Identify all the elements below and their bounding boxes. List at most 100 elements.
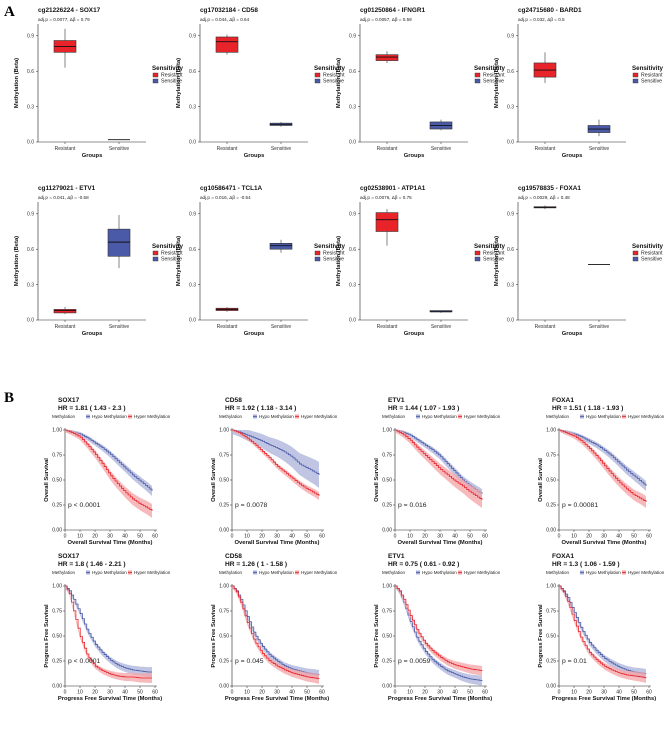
- y-tick-label: 0.0: [27, 140, 34, 146]
- boxplot-title: cg21226224 - SOX17: [38, 7, 101, 14]
- y-tick-label: 0.3: [189, 282, 196, 288]
- km-x-tick-label: 30: [437, 534, 443, 540]
- legend-title: Sensitivity: [314, 65, 346, 72]
- km-y-tick-label: 0.50: [52, 634, 62, 640]
- km-x-tick-label: 30: [437, 690, 443, 696]
- km-y-tick-label: 0.00: [219, 684, 229, 690]
- km-curve-hyper: [65, 585, 152, 679]
- boxplot-5: cg11279021 - ETV1 adj.p = 0.041, Δβ = -0.…: [14, 185, 184, 337]
- x-tick-label: Sensitive: [589, 146, 610, 152]
- x-tick-label: Sensitive: [271, 146, 292, 152]
- km-curve-hypo: [65, 585, 152, 673]
- km-curve-hyper: [559, 429, 647, 502]
- boxplot-stat: adj.p = 0.0077, Δβ = 0.79: [38, 17, 90, 22]
- km-y-axis-label: Progress Free Survival: [44, 604, 50, 668]
- km-ci-band-hyper: [395, 586, 482, 676]
- km-x-axis-label: Progress Free Survival Time (Months): [388, 696, 492, 702]
- y-axis-label: Methylation (Beta): [494, 58, 500, 108]
- y-tick-label: 0.3: [349, 104, 356, 110]
- km-x-tick-label: 50: [467, 534, 473, 540]
- km-y-tick-label: 0.75: [546, 453, 556, 459]
- y-tick-label: 0.3: [189, 104, 196, 110]
- y-tick-label: 0.9: [349, 212, 356, 218]
- km-p-value: p = 0.045: [235, 658, 264, 665]
- boxplot-4: cg24715680 - BARD1 adj.p = 0.032, Δβ = 0.…: [494, 7, 664, 159]
- legend-swatch: [314, 78, 321, 84]
- y-axis-label: Methylation (Beta): [494, 236, 500, 286]
- legend-label: Resistant: [161, 251, 183, 257]
- box-resistant: [375, 54, 399, 61]
- boxplot-8: cg19578835 - FOXA1 adj.p = 0.0029, Δβ = 0…: [494, 185, 664, 337]
- x-tick-label: Resistant: [535, 324, 556, 330]
- km-x-tick-label: 30: [274, 534, 280, 540]
- km-gene-title: FOXA1: [552, 397, 574, 404]
- y-tick-label: 0.6: [27, 69, 34, 75]
- x-axis-label: Groups: [82, 153, 103, 159]
- km-gene-title: FOXA1: [552, 553, 574, 560]
- km-x-axis-label: Progress Free Survival Time (Months): [225, 696, 329, 702]
- km-x-tick-label: 0: [558, 534, 561, 540]
- legend-swatch: [632, 256, 639, 262]
- km-x-tick-label: 60: [319, 534, 325, 540]
- km-x-tick-label: 0: [558, 690, 561, 696]
- km-x-tick-label: 20: [92, 534, 98, 540]
- km-y-tick-label: 0.75: [219, 609, 229, 615]
- km-x-tick-label: 60: [646, 534, 652, 540]
- legend-title: Sensitivity: [152, 65, 184, 72]
- km-ci-band-hypo: [395, 586, 482, 686]
- km-y-tick-label: 1.00: [219, 584, 229, 590]
- km-curve-hypo: [65, 429, 153, 491]
- km-legend-title: Methylation: [219, 570, 243, 575]
- km-legend-title: Methylation: [219, 414, 243, 419]
- legend-swatch: [474, 250, 481, 256]
- km-p-value: p < 0.0001: [68, 502, 101, 509]
- boxplot-title: cg11279021 - ETV1: [38, 185, 96, 192]
- legend-title: Sensitivity: [152, 243, 184, 250]
- km-x-tick-label: 10: [407, 534, 413, 540]
- legend-label: Sensitive: [641, 257, 662, 263]
- y-tick-label: 0.0: [189, 318, 196, 324]
- x-axis-label: Groups: [562, 331, 583, 337]
- box-resistant: [375, 212, 399, 232]
- km-y-tick-label: 0.00: [219, 528, 229, 534]
- boxplot-stat: adj.p = 0.044, Δβ = 0.64: [200, 17, 250, 22]
- boxplot-title: cg17032184 - CD58: [200, 7, 258, 14]
- km-curve-hypo: [559, 585, 647, 674]
- km-y-tick-label: 0.25: [382, 659, 392, 665]
- x-tick-label: Resistant: [535, 146, 556, 152]
- km-y-tick-label: 0.50: [546, 478, 556, 484]
- km-x-tick-label: 20: [259, 690, 265, 696]
- km-gene-title: CD58: [225, 397, 242, 404]
- km-y-tick-label: 0.00: [382, 684, 392, 690]
- y-tick-label: 0.6: [27, 247, 34, 253]
- km-y-tick-label: 0.50: [546, 634, 556, 640]
- km-x-tick-label: 30: [107, 534, 113, 540]
- km-hazard-ratio: HR = 1.44 ( 1.07 - 1.93 ): [388, 405, 459, 412]
- y-tick-label: 0.9: [189, 34, 196, 40]
- y-tick-label: 0.6: [349, 69, 356, 75]
- km-x-tick-label: 10: [571, 690, 577, 696]
- km-y-tick-label: 0.00: [546, 528, 556, 534]
- km-x-tick-label: 50: [631, 534, 637, 540]
- km-x-tick-label: 50: [304, 690, 310, 696]
- km-x-axis-label: Overall Survival Time (Months): [68, 540, 153, 546]
- km-y-axis-label: Overall Survival: [44, 458, 50, 502]
- km-curve-hyper: [232, 585, 320, 679]
- x-tick-label: Sensitive: [589, 324, 610, 330]
- km-legend-label: Hyper Methylation: [134, 414, 171, 419]
- km-legend-label: Hyper Methylation: [464, 570, 501, 575]
- km-ci-band-hypo: [559, 586, 646, 679]
- y-tick-label: 0.6: [349, 247, 356, 253]
- km-legend-title: Methylation: [546, 414, 570, 419]
- km-legend-label: Hyper Methylation: [628, 414, 665, 419]
- boxplot-title: cg10586471 - TCL1A: [200, 185, 263, 192]
- x-tick-label: Resistant: [377, 146, 398, 152]
- km-x-tick-label: 0: [394, 534, 397, 540]
- legend-label: Sensitive: [483, 257, 504, 263]
- km-x-tick-label: 20: [259, 534, 265, 540]
- x-axis-label: Groups: [404, 331, 425, 337]
- legend-swatch: [314, 250, 321, 256]
- km-hazard-ratio: HR = 1.81 ( 1.43 - 2.3 ): [58, 405, 126, 412]
- km-legend-title: Methylation: [382, 570, 406, 575]
